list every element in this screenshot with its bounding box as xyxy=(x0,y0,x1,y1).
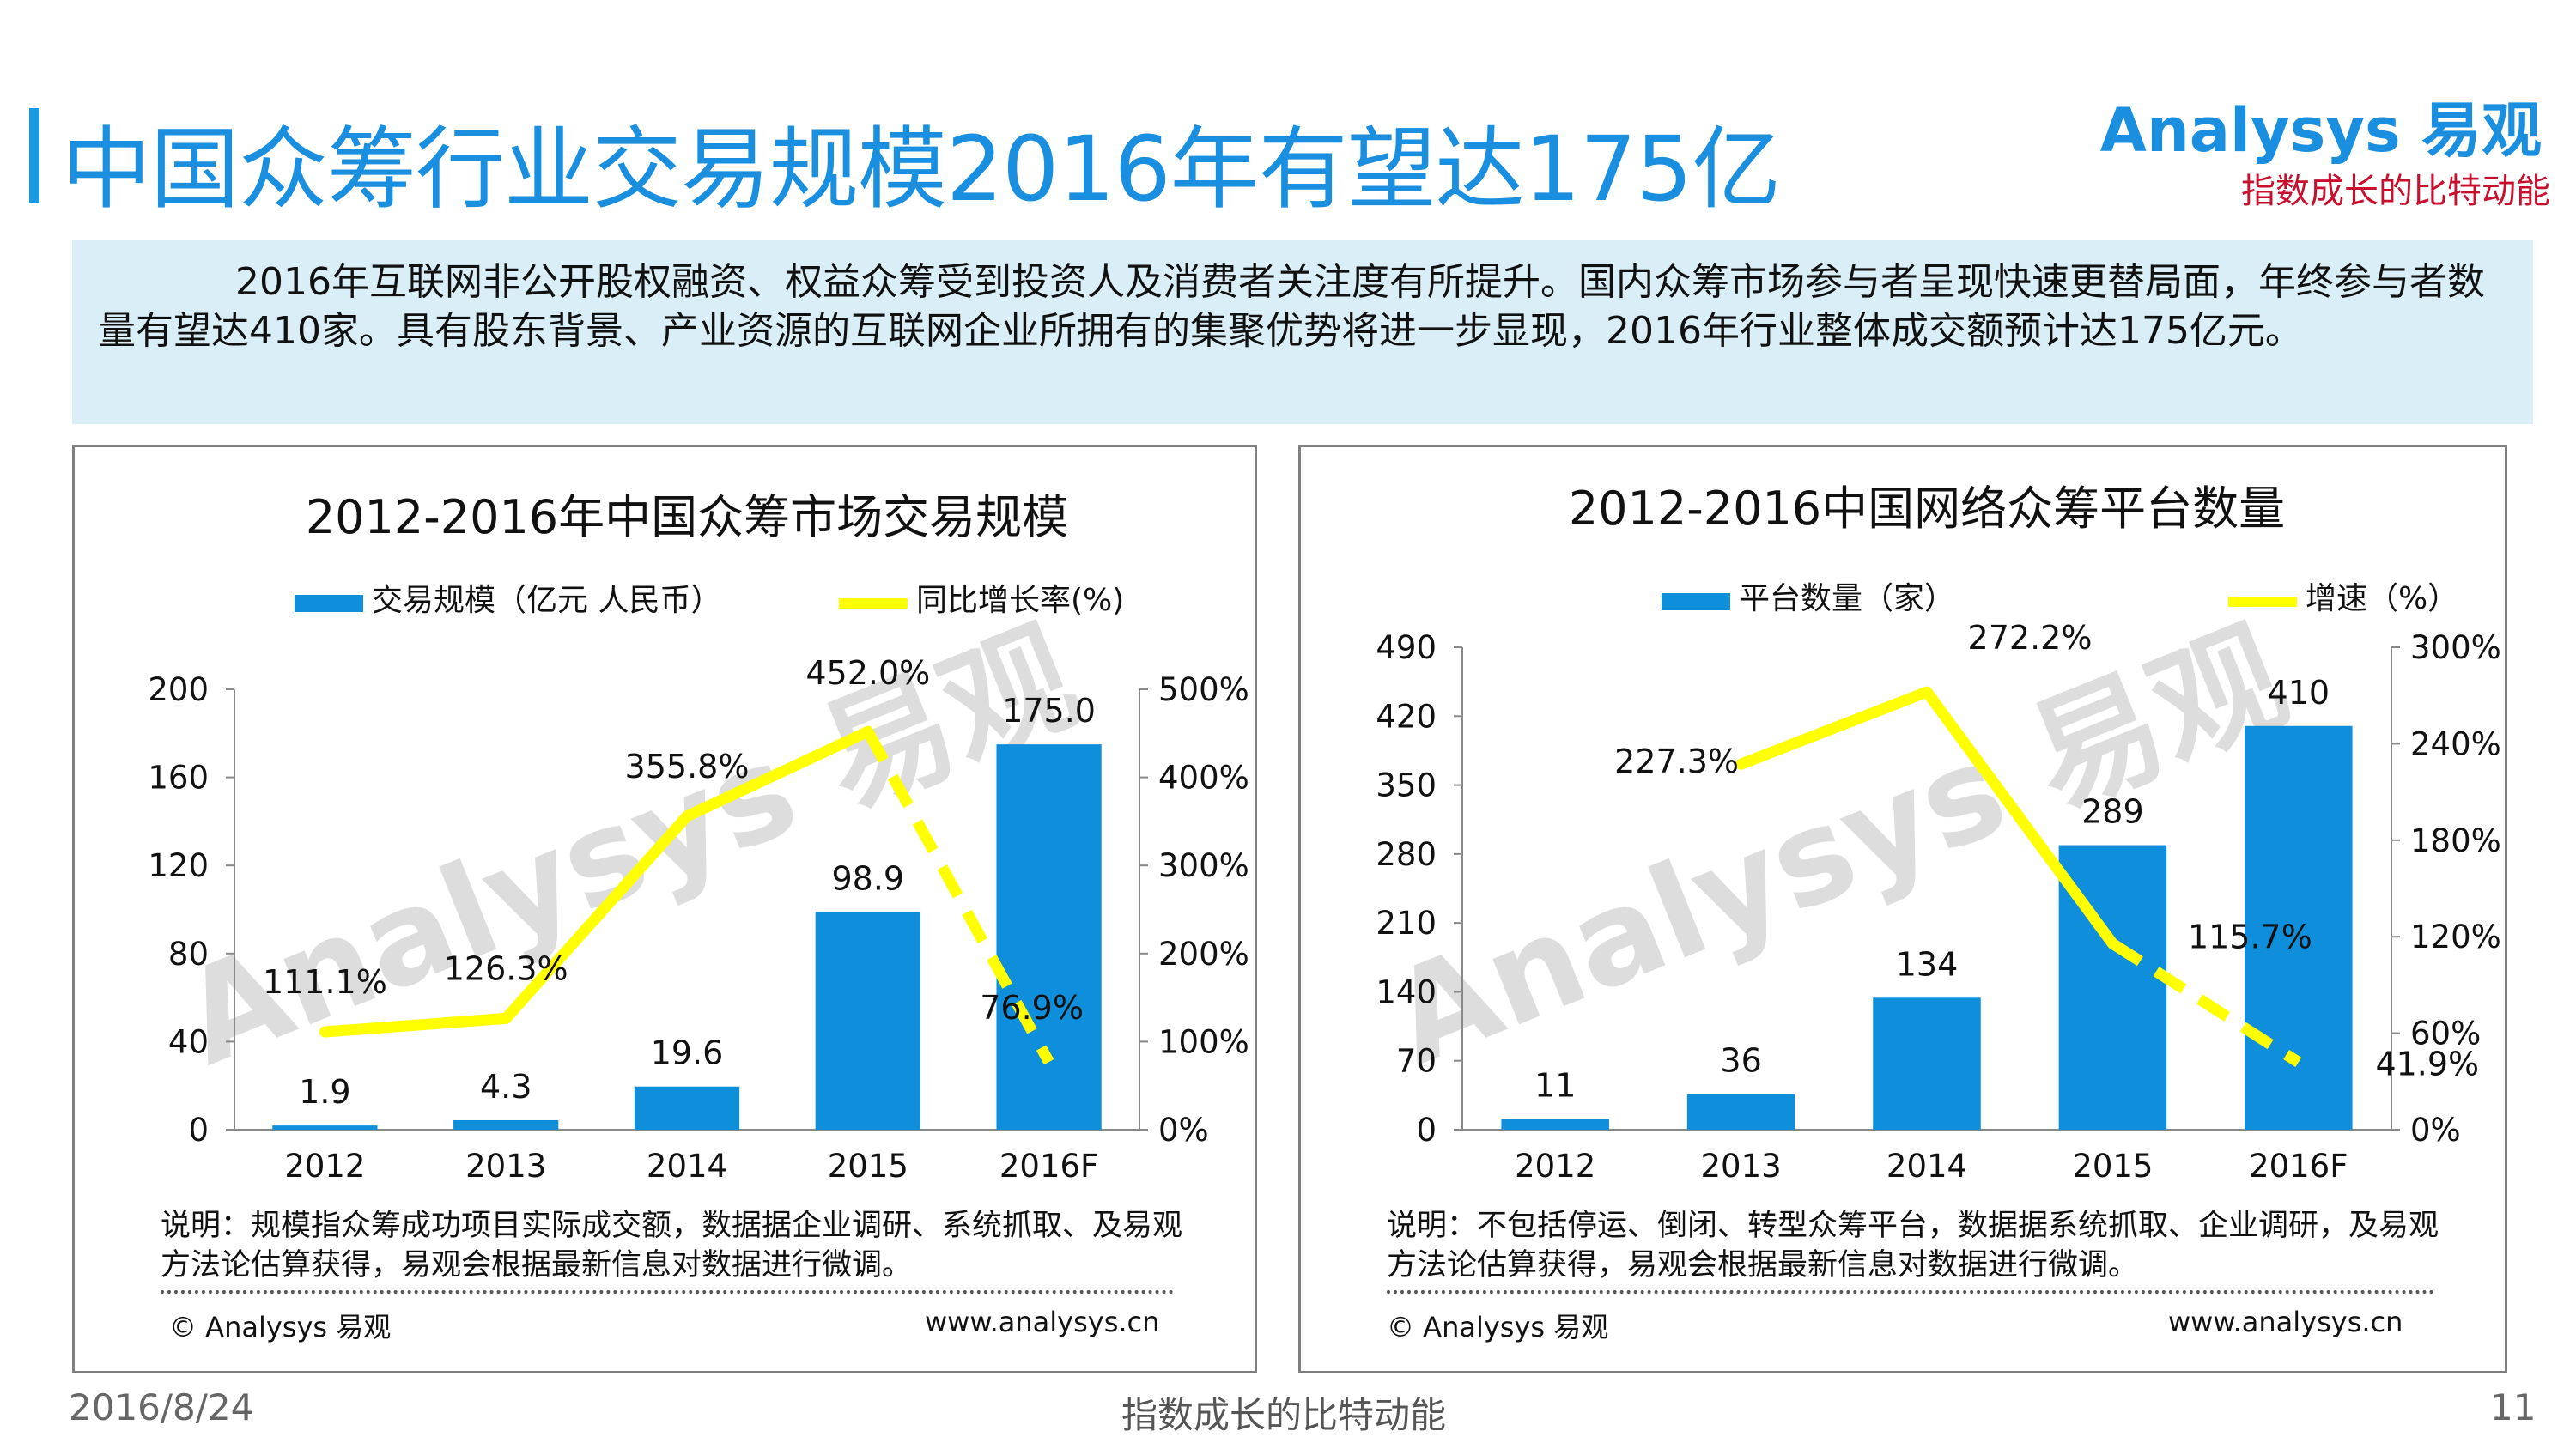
growth-value-label: 355.8% xyxy=(625,748,750,785)
chart-note: 说明：不包括停运、倒闭、转型众筹平台，数据据系统抓取、企业调研，及易观方法论估算… xyxy=(1387,1209,2439,1282)
chart-title: 2012-2016年中国众筹市场交易规模 xyxy=(306,490,1068,544)
bar xyxy=(996,744,1102,1130)
y-tick-label-left: 420 xyxy=(1376,698,1437,735)
bar-value-label: 4.3 xyxy=(480,1068,532,1106)
divider xyxy=(1387,1290,2434,1294)
growth-value-label: 126.3% xyxy=(444,949,568,987)
x-tick-label: 2013 xyxy=(1701,1148,1782,1185)
y-tick-label-right: 0% xyxy=(2410,1112,2461,1149)
growth-value-label: 227.3% xyxy=(1614,743,1739,780)
footer-slogan: 指数成长的比特动能 xyxy=(1121,1394,1447,1436)
page-number: 11 xyxy=(2490,1386,2537,1428)
x-tick-label: 2015 xyxy=(2072,1148,2153,1185)
y-tick-label-left: 80 xyxy=(168,936,209,973)
bar xyxy=(453,1119,559,1130)
growth-value-label: 115.7% xyxy=(2188,918,2312,955)
growth-value-label: 111.1% xyxy=(263,963,387,1001)
y-tick-label-right: 240% xyxy=(2410,725,2501,762)
x-tick-label: 2015 xyxy=(828,1148,908,1185)
chart-panel-transaction-scale: Analysys 易观 2012-2016年中国众筹市场交易规模 交易规模（亿元 … xyxy=(72,445,1257,1373)
y-tick-label-left: 160 xyxy=(148,760,209,797)
y-tick-label-left: 140 xyxy=(1376,973,1437,1010)
bar xyxy=(2245,725,2353,1130)
bar-value-label: 134 xyxy=(1896,945,1959,983)
y-tick-label-left: 200 xyxy=(148,671,209,708)
bar xyxy=(1501,1119,1609,1130)
chart-panel-platform-count: Analysys 易观 2012-2016中国网络众筹平台数量 平台数量（家） 增速… xyxy=(1298,445,2507,1373)
source-credit: © Analysys 易观 xyxy=(169,1311,392,1343)
x-tick-label: 2014 xyxy=(1886,1148,1967,1185)
x-tick-label: 2012 xyxy=(284,1148,365,1185)
growth-value-label: 76.9% xyxy=(980,989,1084,1027)
y-tick-label-right: 300% xyxy=(1158,847,1249,884)
bar xyxy=(634,1086,740,1130)
divider xyxy=(161,1290,1174,1294)
growth-value-label: 41.9% xyxy=(2375,1046,2479,1083)
y-tick-label-left: 490 xyxy=(1376,629,1437,666)
legend-label-bar: 交易规模（亿元 人民币） xyxy=(372,583,721,618)
y-tick-label-left: 120 xyxy=(148,847,209,884)
y-tick-label-right: 400% xyxy=(1158,760,1249,797)
x-tick-label: 2016F xyxy=(999,1148,1098,1185)
y-tick-label-left: 70 xyxy=(1396,1043,1437,1080)
bar xyxy=(1873,997,1981,1130)
logo-main-text: Analysys 易观 xyxy=(2099,95,2542,166)
y-tick-label-right: 300% xyxy=(2410,629,2501,666)
page-title: 中国众筹行业交易规模2016年有望达175亿 xyxy=(62,117,1781,221)
logo-slogan: 指数成长的比特动能 xyxy=(2241,172,2550,211)
y-tick-label-right: 180% xyxy=(2410,822,2501,859)
growth-value-label: 272.2% xyxy=(1968,619,2093,657)
y-tick-label-right: 500% xyxy=(1158,671,1249,708)
x-tick-label: 2013 xyxy=(465,1148,546,1185)
y-tick-label-left: 0 xyxy=(188,1112,209,1149)
summary-text: 2016年互联网非公开股权融资、权益众筹受到投资人及消费者关注度有所提升。国内众… xyxy=(98,260,2485,353)
y-tick-label-right: 60% xyxy=(2410,1016,2481,1052)
bar-value-label: 1.9 xyxy=(299,1073,350,1111)
website-link[interactable]: www.analysys.cn xyxy=(2168,1306,2403,1338)
legend-swatch-bar xyxy=(1662,593,1730,610)
analysys-logo: Analysys 易观 指数成长的比特动能 xyxy=(2100,82,2550,220)
y-tick-label-left: 210 xyxy=(1376,905,1437,942)
y-tick-label-right: 200% xyxy=(1158,936,1249,973)
bar xyxy=(815,912,920,1130)
legend-label-line: 同比增长率(%) xyxy=(916,583,1124,618)
y-tick-label-right: 100% xyxy=(1158,1023,1249,1060)
growth-line-forecast xyxy=(2109,938,2302,1067)
growth-line-actual xyxy=(1735,686,2118,949)
title-accent-bar xyxy=(29,108,39,203)
x-tick-label: 2016F xyxy=(2249,1148,2348,1185)
y-tick-label-left: 0 xyxy=(1416,1112,1437,1149)
legend-label-bar: 平台数量（家） xyxy=(1739,581,1955,616)
bar xyxy=(272,1125,378,1130)
bar-value-label: 289 xyxy=(2081,793,2144,831)
summary-box: 2016年互联网非公开股权融资、权益众筹受到投资人及消费者关注度有所提升。国内众… xyxy=(72,240,2533,424)
growth-line-actual xyxy=(319,725,874,1038)
bar-value-label: 98.9 xyxy=(831,859,904,897)
y-tick-label-right: 120% xyxy=(2410,919,2501,955)
growth-line-forecast xyxy=(863,729,1054,1065)
bar-value-label: 19.6 xyxy=(651,1034,724,1072)
x-tick-label: 2012 xyxy=(1515,1148,1595,1185)
website-link[interactable]: www.analysys.cn xyxy=(925,1306,1160,1338)
footer-date: 2016/8/24 xyxy=(69,1386,254,1428)
source-credit: © Analysys 易观 xyxy=(1387,1311,1609,1343)
chart-title: 2012-2016中国网络众筹平台数量 xyxy=(1569,482,2285,536)
y-tick-label-left: 40 xyxy=(168,1023,209,1060)
bar xyxy=(1686,1094,1795,1130)
bar-value-label: 36 xyxy=(1720,1042,1761,1080)
bar-value-label: 11 xyxy=(1534,1066,1576,1104)
growth-value-label: 452.0% xyxy=(805,654,930,692)
y-tick-label-left: 350 xyxy=(1376,767,1437,804)
bar-value-label: 410 xyxy=(2268,674,2330,712)
legend-swatch-bar xyxy=(295,595,363,612)
y-tick-label-right: 0% xyxy=(1158,1112,1209,1149)
bar-value-label: 175.0 xyxy=(1002,692,1096,730)
y-tick-label-left: 280 xyxy=(1376,836,1437,873)
legend-label-line: 增速（%） xyxy=(2306,581,2458,616)
x-tick-label: 2014 xyxy=(647,1148,727,1185)
chart-note: 说明：规模指众筹成功项目实际成交额，数据据企业调研、系统抓取、及易观方法论估算获… xyxy=(161,1209,1183,1282)
